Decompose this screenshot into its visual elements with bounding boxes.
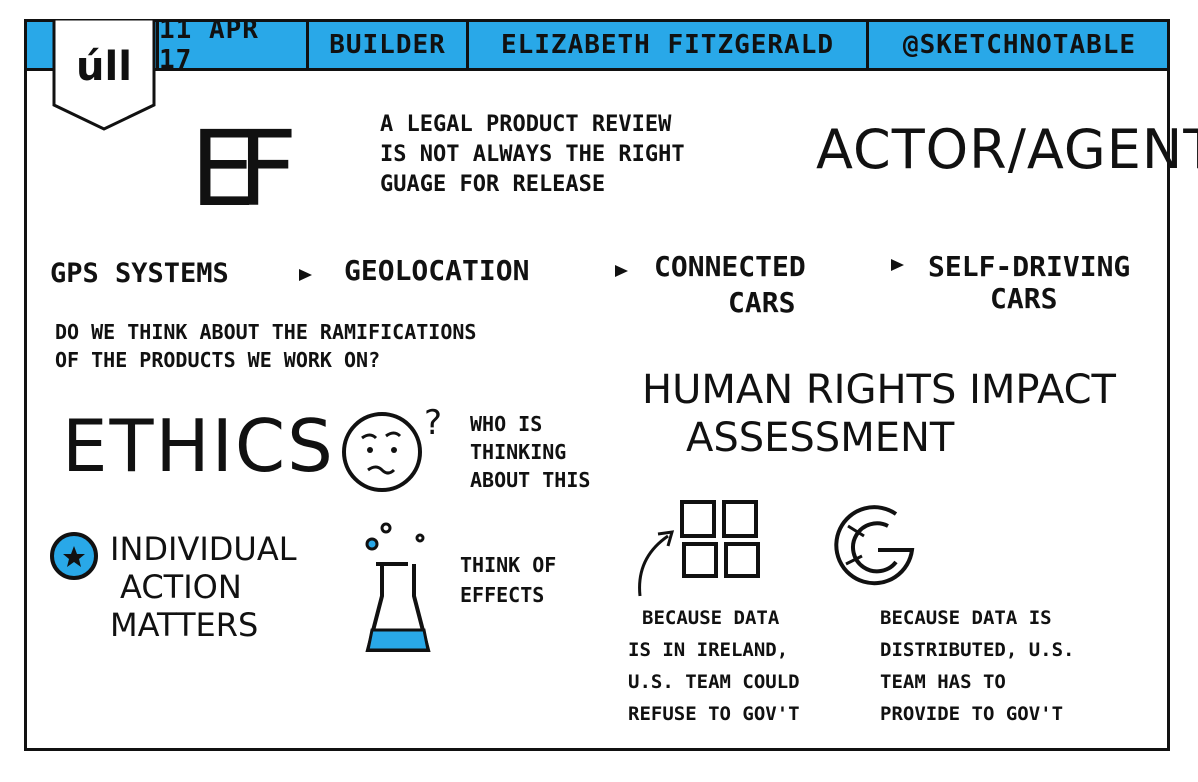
sad-face-icon: ? bbox=[342, 404, 442, 492]
flow-step-connected-cars: CARS bbox=[728, 286, 796, 319]
arrow-right-icon bbox=[299, 269, 312, 281]
microsoft-note-line: IS IN IRELAND, bbox=[628, 639, 789, 661]
flow-step-geolocation: GEOLOCATION bbox=[344, 254, 530, 287]
actor-agent-title: ACTOR/AGENT bbox=[816, 118, 1198, 181]
question-mark-icon: ? bbox=[424, 404, 442, 443]
curved-arrow-icon bbox=[638, 534, 669, 597]
who-line: WHO IS bbox=[470, 412, 543, 436]
google-note-line: BECAUSE DATA IS bbox=[880, 607, 1052, 629]
sketchnote-frame bbox=[24, 19, 1170, 751]
question-text: DO WE THINK ABOUT THE RAMIFICATIONS OF T… bbox=[55, 318, 476, 374]
flow-step-gps: GPS SYSTEMS bbox=[50, 258, 229, 289]
arrow-right-icon bbox=[891, 259, 904, 271]
google-note-line: PROVIDE TO GOV'T bbox=[880, 703, 1064, 725]
quote-line: A LEGAL PRODUCT REVIEW bbox=[380, 112, 672, 137]
ethics-word: ETHICS bbox=[62, 404, 335, 488]
individual-action-text: INDIVIDUAL ACTION MATTERS bbox=[110, 530, 297, 644]
logo-text: úll bbox=[76, 44, 132, 90]
who-line: THINKING bbox=[470, 440, 567, 464]
header-speaker: ELIZABETH FITZGERALD bbox=[466, 19, 866, 71]
individual-line: INDIVIDUAL bbox=[110, 530, 297, 568]
question-line: DO WE THINK ABOUT THE RAMIFICATIONS bbox=[55, 320, 477, 344]
speaker-initials: EF bbox=[190, 108, 297, 230]
google-logo-icon bbox=[834, 505, 915, 586]
flask-icon bbox=[365, 522, 431, 652]
question-line: OF THE PRODUCTS WE WORK ON? bbox=[55, 348, 381, 372]
microsoft-note-line: REFUSE TO GOV'T bbox=[628, 703, 800, 725]
quote-text: A LEGAL PRODUCT REVIEW IS NOT ALWAYS THE… bbox=[380, 110, 685, 200]
header-bar bbox=[24, 19, 1170, 71]
human-rights-line: HUMAN RIGHTS IMPACT bbox=[642, 367, 1116, 413]
human-rights-line: ASSESSMENT bbox=[686, 415, 955, 461]
quote-line: IS NOT ALWAYS THE RIGHT bbox=[380, 142, 685, 167]
individual-line: MATTERS bbox=[110, 606, 259, 644]
google-note-line: DISTRIBUTED, U.S. bbox=[880, 639, 1075, 661]
google-note-line: TEAM HAS TO bbox=[880, 671, 1006, 693]
header-date: 11 APR 17 bbox=[156, 15, 306, 75]
microsoft-note-line: BECAUSE DATA bbox=[642, 607, 780, 629]
individual-line: ACTION bbox=[120, 568, 242, 606]
who-thinking-text: WHO IS THINKING ABOUT THIS bbox=[470, 410, 590, 494]
flow-step-connected: CONNECTED bbox=[654, 250, 806, 283]
microsoft-note-line: U.S. TEAM COULD bbox=[628, 671, 800, 693]
header-handle: @SKETCHNOTABLE bbox=[866, 19, 1170, 71]
quote-line: GUAGE FOR RELEASE bbox=[380, 172, 606, 197]
star-bullet-icon bbox=[50, 532, 98, 580]
human-rights-title: HUMAN RIGHTS IMPACT ASSESSMENT bbox=[642, 366, 1116, 462]
arrow-right-icon bbox=[615, 265, 628, 277]
microsoft-logo-icon bbox=[638, 500, 760, 597]
google-note: BECAUSE DATA IS DISTRIBUTED, U.S. TEAM H… bbox=[880, 602, 1074, 730]
microsoft-note: BECAUSE DATA IS IN IRELAND, U.S. TEAM CO… bbox=[628, 602, 800, 730]
who-line: ABOUT THIS bbox=[470, 468, 591, 492]
think-line: THINK OF bbox=[460, 553, 557, 577]
flow-step-self-driving-cars: CARS bbox=[990, 282, 1058, 315]
flow-step-self-driving: SELF-DRIVING bbox=[928, 250, 1131, 283]
header-event: BUILDER bbox=[306, 19, 466, 71]
think-effects-text: THINK OF EFFECTS bbox=[460, 550, 556, 610]
logo-badge bbox=[52, 19, 156, 131]
think-line: EFFECTS bbox=[460, 583, 545, 607]
